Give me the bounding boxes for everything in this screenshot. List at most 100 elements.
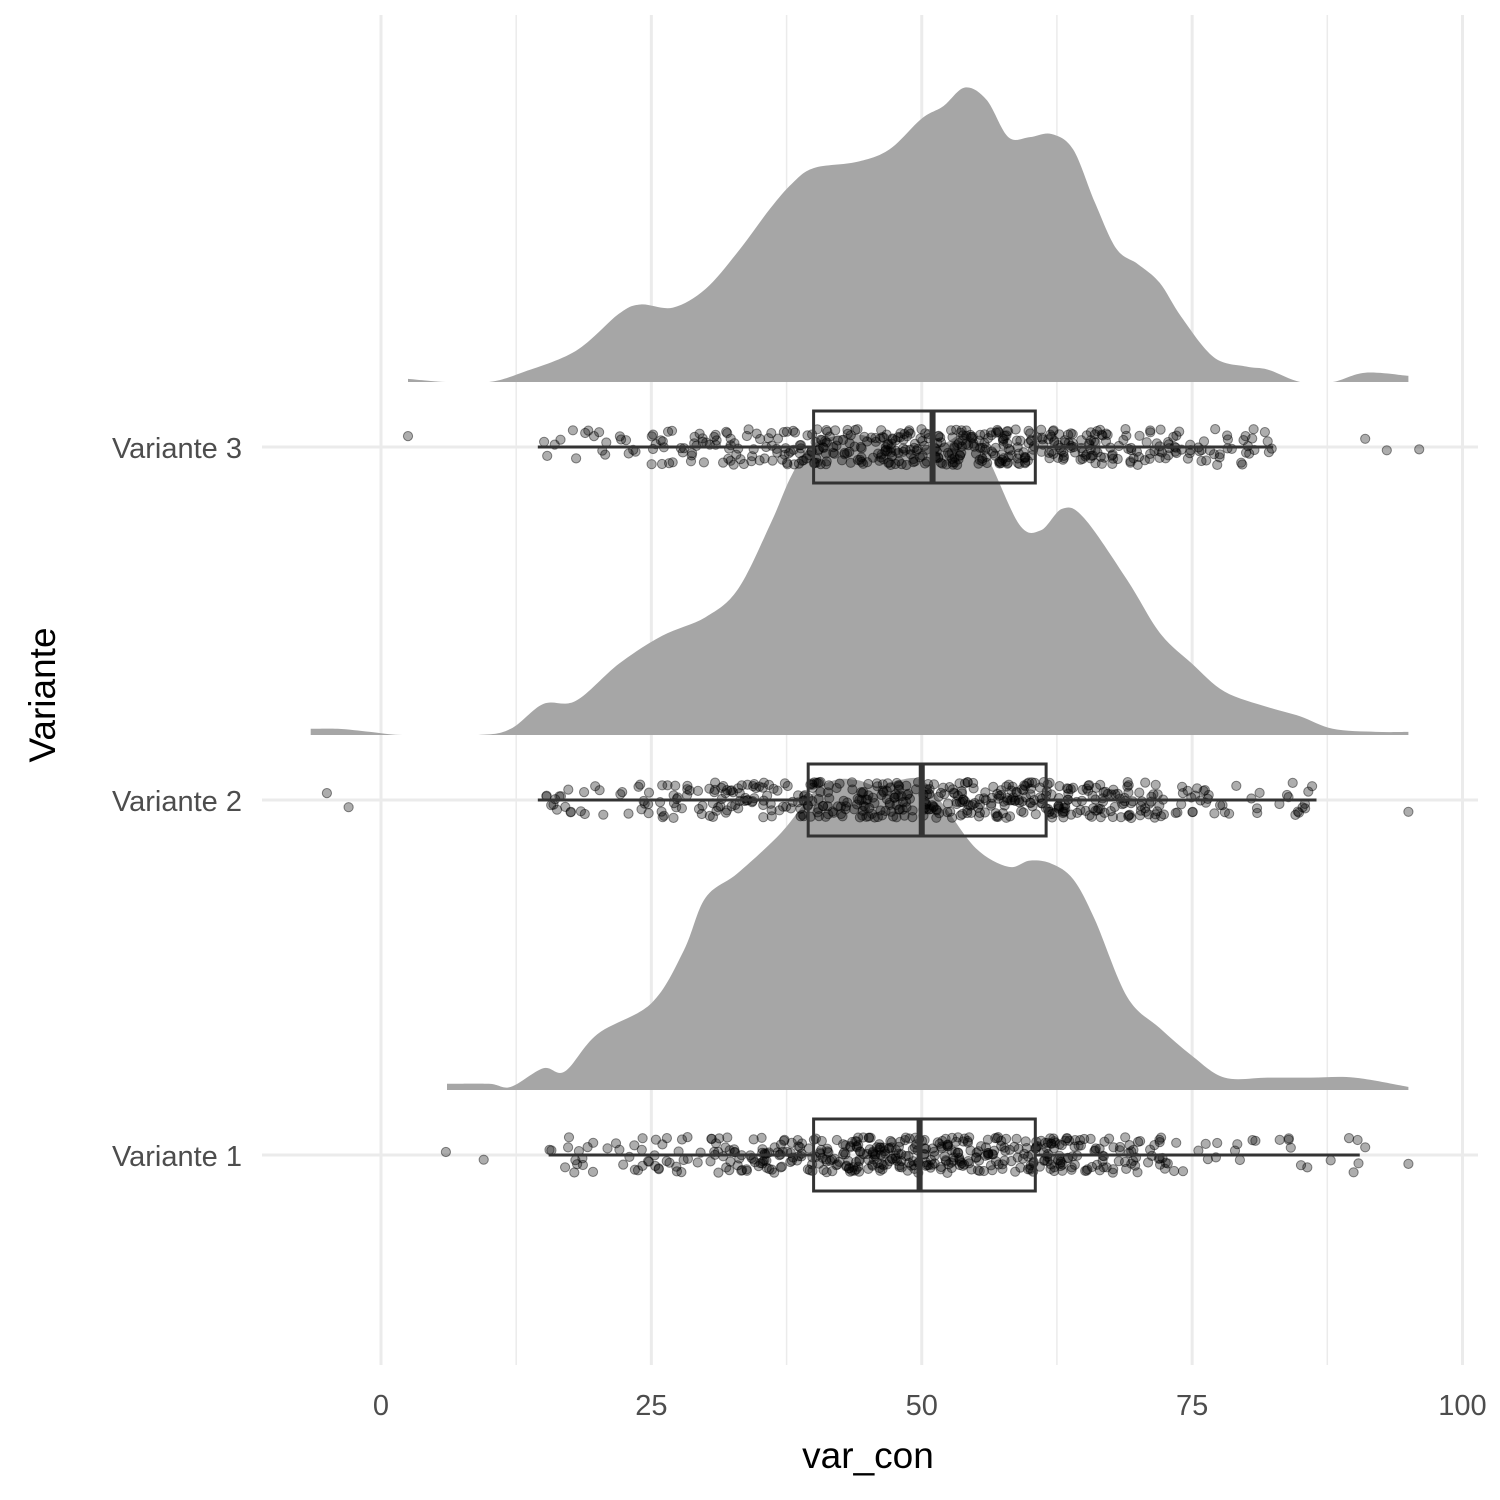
data-point — [990, 1133, 1001, 1144]
data-point — [854, 1166, 865, 1177]
data-point — [684, 785, 695, 796]
data-point — [834, 1156, 845, 1168]
data-point — [855, 441, 867, 453]
data-point — [816, 1144, 827, 1155]
y-tick-label: Variante 1 — [112, 1141, 242, 1173]
data-point — [560, 1162, 571, 1173]
data-point — [1055, 1156, 1067, 1168]
data-point — [878, 1142, 889, 1153]
data-point — [821, 456, 832, 467]
data-point — [870, 432, 881, 444]
data-point — [1222, 430, 1233, 441]
data-point — [838, 1139, 849, 1150]
data-point — [962, 1137, 974, 1148]
data-point — [832, 801, 844, 812]
data-point — [707, 811, 719, 823]
data-point — [1020, 792, 1032, 803]
data-point — [1140, 803, 1151, 814]
data-point — [896, 1149, 907, 1160]
data-point — [1098, 787, 1109, 798]
data-point — [697, 800, 708, 811]
data-point — [854, 812, 866, 823]
data-point — [997, 454, 1008, 466]
data-point — [901, 802, 912, 813]
data-point — [876, 789, 887, 801]
data-point — [706, 1133, 717, 1144]
data-point — [759, 453, 770, 464]
data-point — [764, 1163, 775, 1175]
data-point — [894, 781, 905, 792]
data-point — [1124, 1140, 1135, 1151]
data-point — [1075, 1140, 1087, 1151]
data-point — [862, 457, 873, 468]
data-point — [1045, 1159, 1057, 1170]
data-point — [947, 784, 958, 795]
data-point — [836, 455, 848, 466]
data-point — [650, 1134, 662, 1145]
data-point — [722, 428, 733, 439]
data-point — [815, 459, 826, 470]
data-point — [1250, 1135, 1261, 1146]
data-point — [957, 1160, 969, 1172]
data-point — [689, 431, 700, 442]
data-point — [1013, 448, 1024, 459]
data-point — [1182, 453, 1194, 464]
data-point — [837, 811, 848, 822]
data-point — [664, 1157, 675, 1168]
data-point — [986, 798, 997, 809]
data-point — [1077, 447, 1088, 458]
data-point — [775, 1162, 786, 1173]
data-point — [594, 427, 605, 438]
data-point — [909, 456, 921, 467]
data-point — [811, 777, 822, 788]
data-point — [1154, 1134, 1165, 1145]
outlier-point — [343, 802, 354, 813]
data-point — [884, 457, 895, 468]
data-point — [736, 1165, 747, 1176]
data-point — [975, 429, 986, 440]
data-point — [1109, 801, 1120, 813]
outlier-point — [1414, 444, 1425, 455]
data-point — [1274, 1134, 1285, 1146]
data-point — [884, 1142, 895, 1154]
data-point — [1054, 781, 1065, 792]
data-point — [854, 1154, 865, 1165]
data-point — [857, 805, 868, 816]
data-point — [852, 793, 863, 804]
data-point — [893, 1148, 904, 1159]
data-point — [1003, 451, 1014, 463]
data-point — [1259, 427, 1271, 438]
data-point — [909, 438, 921, 449]
data-point — [1134, 430, 1145, 441]
data-point — [1124, 809, 1135, 820]
data-point — [1113, 1156, 1124, 1167]
data-point — [974, 807, 986, 819]
data-point — [952, 459, 963, 470]
data-point — [820, 436, 831, 447]
data-point — [1145, 448, 1156, 459]
data-point — [1199, 785, 1211, 796]
data-point — [851, 1136, 862, 1147]
data-point — [877, 779, 888, 790]
data-point — [1263, 447, 1275, 458]
data-point — [831, 440, 842, 451]
data-point — [671, 802, 682, 813]
data-point — [1292, 806, 1303, 817]
data-point — [891, 777, 902, 789]
data-point — [1025, 797, 1037, 809]
data-point — [1112, 788, 1123, 799]
data-point — [973, 1146, 984, 1157]
data-point — [721, 785, 733, 796]
data-point — [1062, 1133, 1073, 1144]
data-point — [1020, 1136, 1031, 1147]
data-point — [1020, 781, 1031, 792]
data-point — [850, 1157, 862, 1168]
data-point — [862, 794, 873, 805]
data-point — [1133, 451, 1145, 463]
data-point — [1252, 807, 1263, 819]
data-point — [657, 780, 668, 791]
data-point — [965, 800, 976, 811]
data-point — [1076, 435, 1087, 446]
data-point — [721, 805, 733, 816]
data-point — [623, 448, 634, 459]
